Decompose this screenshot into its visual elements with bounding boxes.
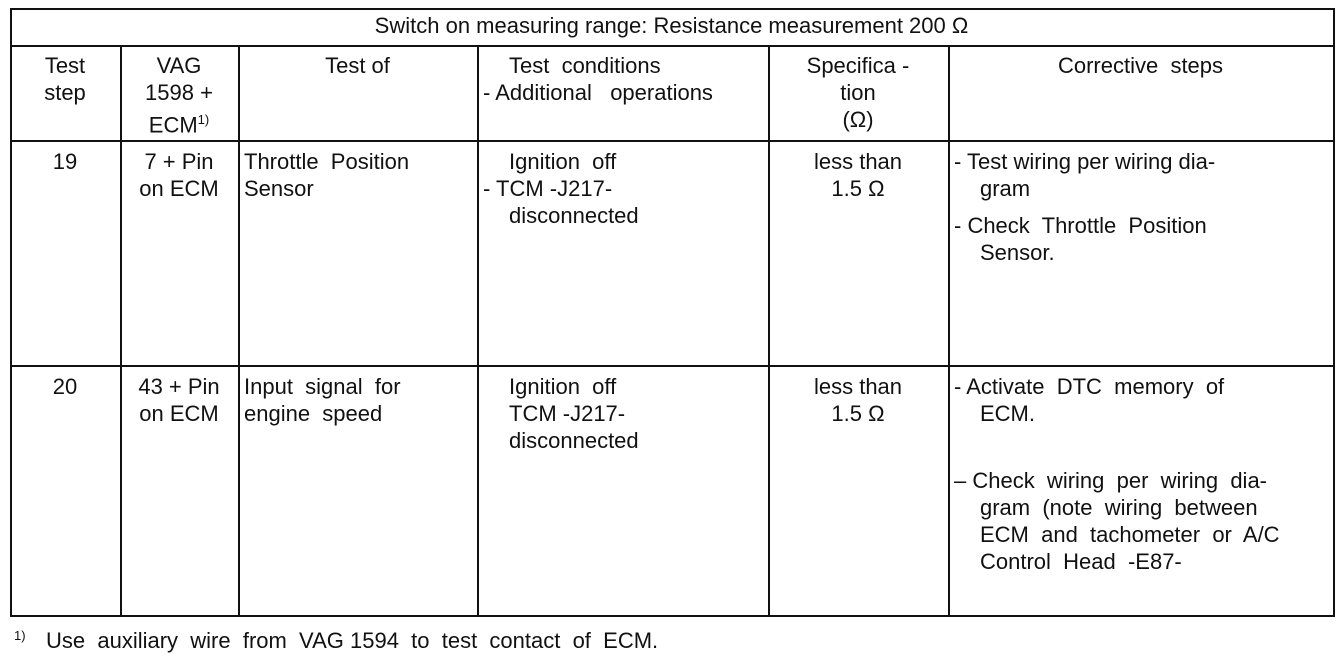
rule — [120, 45, 122, 615]
rule — [10, 8, 1335, 10]
test-of: Input signal for — [244, 374, 401, 399]
footnote: Use auxiliary wire from VAG 1594 to test… — [46, 628, 659, 653]
footnote-mark: 1) — [14, 628, 26, 643]
condition: Ignition off — [509, 149, 617, 174]
rule — [10, 45, 1335, 47]
pins: on ECM — [139, 401, 219, 426]
corrective-step: - Test wiring per wiring dia- — [954, 149, 1216, 174]
test-of: engine speed — [244, 401, 383, 426]
title: Switch on measuring range: Resistance me… — [374, 13, 969, 38]
condition: Ignition off — [509, 374, 617, 399]
column-header: VAG — [156, 53, 202, 78]
rule — [238, 45, 240, 615]
column-header: Corrective steps — [1057, 53, 1224, 78]
condition: - TCM -J217- — [483, 176, 613, 201]
rule — [477, 45, 479, 615]
column-header: ECM1) — [148, 112, 210, 138]
specification: 1.5 Ω — [831, 401, 885, 426]
column-header: 1598 + — [145, 80, 213, 105]
column-header: tion — [840, 80, 876, 105]
column-header: step — [44, 80, 86, 105]
pins: on ECM — [139, 176, 219, 201]
rule — [948, 45, 950, 615]
rule — [10, 140, 1335, 142]
corrective-step: ECM and tachometer or A/C — [980, 522, 1280, 547]
corrective-step: gram — [980, 176, 1031, 201]
test-of: Sensor — [244, 176, 314, 201]
rule — [768, 45, 770, 615]
pins: 43 + Pin — [138, 374, 220, 399]
rule — [10, 615, 1335, 617]
condition: disconnected — [509, 203, 639, 228]
pins: 7 + Pin — [144, 149, 214, 174]
test-step: 19 — [52, 149, 78, 174]
footnote-ref: 1) — [197, 112, 210, 127]
rule — [10, 365, 1335, 367]
rule — [1333, 8, 1335, 615]
corrective-step: Control Head -E87- — [980, 549, 1182, 574]
column-header: Test — [44, 53, 86, 78]
specification: 1.5 Ω — [831, 176, 885, 201]
specification: less than — [813, 149, 903, 174]
rule — [10, 8, 12, 615]
column-header: - Additional operations — [483, 80, 713, 105]
column-header: Test conditions — [509, 53, 661, 78]
column-header: (Ω) — [842, 107, 874, 132]
corrective-step: – Check wiring per wiring dia- — [954, 468, 1268, 493]
test-of: Throttle Position — [244, 149, 410, 174]
corrective-step: Sensor. — [980, 240, 1055, 265]
test-step: 20 — [52, 374, 78, 399]
corrective-step: - Check Throttle Position — [954, 213, 1207, 238]
condition: disconnected — [509, 428, 639, 453]
corrective-step: - Activate DTC memory of — [954, 374, 1225, 399]
corrective-step: gram (note wiring between — [980, 495, 1258, 520]
column-header: Test of — [325, 53, 390, 78]
column-header: Specifica - — [806, 53, 910, 78]
specification: less than — [813, 374, 903, 399]
condition: TCM -J217- — [509, 401, 626, 426]
corrective-step: ECM. — [980, 401, 1035, 426]
